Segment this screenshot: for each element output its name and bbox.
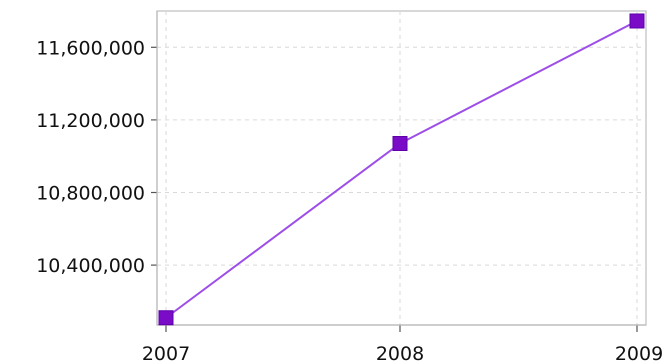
- data-point-marker: [392, 135, 408, 151]
- y-tick-label: 10,800,000: [36, 183, 145, 205]
- axes: [151, 11, 646, 332]
- tick-labels: 10,400,000 10,800,000 11,200,000 11,600,000…: [36, 37, 663, 364]
- x-tick-label: 2008: [376, 343, 424, 364]
- y-tick-label: 11,200,000: [36, 110, 145, 132]
- data-point-marker: [629, 13, 645, 29]
- series-layer: [158, 13, 645, 326]
- plot-area: [156, 10, 647, 326]
- y-tick-label: 11,600,000: [36, 37, 145, 59]
- x-tick-label: 2007: [142, 343, 190, 364]
- y-tick-label: 10,400,000: [36, 255, 145, 277]
- grid-lines: [157, 11, 646, 325]
- data-point-marker: [158, 310, 174, 326]
- x-tick-label: 2009: [615, 343, 663, 364]
